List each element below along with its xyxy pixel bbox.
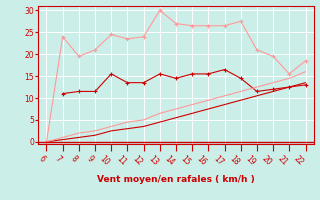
X-axis label: Vent moyen/en rafales ( km/h ): Vent moyen/en rafales ( km/h ): [97, 175, 255, 184]
